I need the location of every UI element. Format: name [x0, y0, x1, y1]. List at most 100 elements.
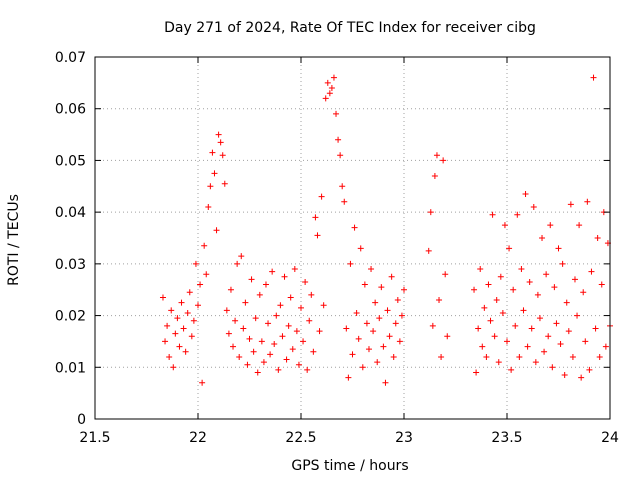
data-point — [504, 338, 510, 345]
grid-lines — [95, 57, 610, 419]
data-point — [308, 291, 315, 298]
data-point — [302, 278, 309, 285]
data-point — [271, 341, 278, 348]
data-point — [555, 245, 562, 252]
data-point — [320, 302, 327, 309]
data-point — [444, 333, 451, 340]
data-point — [201, 242, 208, 249]
data-point — [483, 353, 490, 360]
data-point — [197, 281, 204, 288]
data-point — [182, 348, 189, 355]
data-point — [479, 343, 486, 350]
data-point — [258, 338, 265, 345]
data-point — [551, 284, 558, 291]
data-point — [236, 353, 243, 360]
data-point — [262, 281, 269, 288]
data-point — [217, 139, 224, 146]
data-point — [351, 224, 358, 231]
data-point — [314, 232, 321, 239]
data-point — [501, 222, 508, 229]
data-point — [380, 343, 387, 350]
y-axis-label: ROTI / TECUs — [6, 194, 22, 286]
data-point — [425, 247, 432, 254]
data-point — [333, 110, 340, 117]
data-point — [588, 268, 595, 275]
data-point — [260, 359, 267, 366]
data-point — [580, 289, 587, 296]
data-point — [306, 317, 313, 324]
data-point — [195, 302, 201, 309]
data-point — [250, 348, 257, 355]
data-point — [168, 307, 175, 314]
data-point — [363, 320, 370, 327]
y-tick-label: 0.05 — [55, 153, 86, 169]
data-point — [481, 304, 488, 311]
data-point — [365, 346, 372, 353]
data-point — [184, 309, 191, 316]
data-point — [495, 359, 502, 366]
data-point — [398, 312, 405, 319]
x-tick-label: 22 — [189, 430, 207, 446]
data-point — [246, 335, 253, 342]
data-point — [170, 364, 177, 371]
data-point — [565, 328, 572, 335]
data-point — [238, 253, 245, 260]
data-point — [592, 325, 599, 332]
data-point — [337, 152, 344, 159]
x-tick-label: 22.5 — [285, 430, 316, 446]
data-point — [316, 328, 323, 335]
data-point — [223, 307, 230, 314]
data-point — [186, 289, 193, 296]
data-point — [390, 353, 397, 360]
data-point — [471, 286, 478, 293]
data-point — [176, 343, 183, 350]
x-tick-label: 23.5 — [491, 430, 522, 446]
data-point — [499, 309, 506, 316]
data-point — [318, 193, 325, 200]
x-tick-label: 23 — [395, 430, 413, 446]
data-point — [489, 211, 496, 218]
data-point — [287, 294, 294, 301]
data-point — [209, 149, 216, 156]
data-point — [343, 325, 350, 332]
data-point — [295, 361, 302, 368]
y-tick-label: 0.03 — [55, 257, 86, 273]
data-point — [510, 286, 517, 293]
data-point — [508, 366, 515, 373]
data-point — [166, 353, 173, 360]
data-point — [485, 281, 492, 288]
data-point — [569, 353, 576, 360]
data-point — [178, 299, 185, 306]
data-point — [536, 315, 543, 322]
data-point — [602, 343, 609, 350]
data-point — [248, 276, 255, 283]
data-point — [281, 273, 288, 280]
data-point — [341, 198, 348, 205]
data-point — [230, 343, 237, 350]
data-point — [326, 90, 333, 97]
data-point — [322, 95, 329, 102]
y-tick-label: 0 — [77, 412, 86, 428]
data-point — [159, 294, 166, 301]
data-point — [242, 299, 249, 306]
data-point — [549, 364, 556, 371]
data-point — [543, 271, 550, 278]
data-point — [174, 315, 181, 322]
data-point — [324, 79, 331, 86]
x-axis-label: GPS time / hours — [291, 458, 408, 474]
data-point — [578, 374, 585, 381]
data-point — [254, 369, 261, 376]
data-point — [219, 152, 226, 159]
data-point — [530, 203, 537, 210]
data-point — [557, 341, 564, 348]
data-point — [567, 201, 574, 208]
data-point — [291, 266, 298, 273]
data-point — [594, 235, 601, 241]
data-point — [541, 348, 548, 355]
data-point — [477, 266, 484, 273]
data-point — [584, 198, 591, 205]
data-point — [438, 353, 445, 360]
data-point — [433, 152, 440, 159]
data-point — [335, 136, 342, 143]
data-point — [252, 315, 259, 322]
